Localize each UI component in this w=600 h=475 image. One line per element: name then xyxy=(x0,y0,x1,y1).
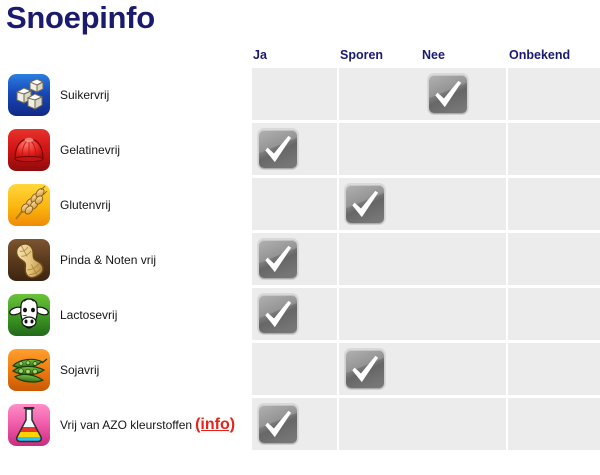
checkmark-icon xyxy=(259,295,297,333)
cell-onbekend[interactable] xyxy=(508,398,600,450)
table-row: Glutenvrij xyxy=(0,178,600,233)
row-label-text: Gelatinevrij xyxy=(60,143,121,157)
table-row: Lactosevrij xyxy=(0,288,600,343)
cell-nee[interactable] xyxy=(421,288,506,340)
cell-onbekend[interactable] xyxy=(508,343,600,395)
cell-ja[interactable] xyxy=(252,123,337,175)
cell-sporen[interactable] xyxy=(339,343,424,395)
table-row: Pinda & Noten vrij xyxy=(0,233,600,288)
row-label-text: Lactosevrij xyxy=(60,308,118,322)
row-label-peanut: Pinda & Noten vrij xyxy=(8,236,156,284)
cell-sporen[interactable] xyxy=(339,123,424,175)
soy-pods-icon xyxy=(8,349,50,391)
row-label-sugar-cubes: Suikervrij xyxy=(8,71,109,119)
checkbox-checked[interactable] xyxy=(257,403,299,445)
matrix-header-row: Ja Sporen Nee Onbekend xyxy=(0,48,600,68)
cell-nee[interactable] xyxy=(421,68,506,120)
peanut-icon xyxy=(8,239,50,281)
cow-head-icon xyxy=(8,294,50,336)
checkmark-icon xyxy=(429,75,467,113)
page-title: Snoepinfo xyxy=(6,0,155,35)
cell-ja[interactable] xyxy=(252,178,337,230)
table-row: Suikervrij xyxy=(0,68,600,123)
cell-sporen[interactable] xyxy=(339,68,424,120)
row-label-text: Suikervrij xyxy=(60,88,110,102)
matrix-rows: Suikervrij xyxy=(0,68,600,453)
checkmark-icon xyxy=(346,350,384,388)
cell-onbekend[interactable] xyxy=(508,178,600,230)
column-header-nee: Nee xyxy=(422,48,445,62)
checkmark-icon xyxy=(259,240,297,278)
allergen-matrix: Ja Sporen Nee Onbekend Suikervrij xyxy=(0,48,600,453)
cell-ja[interactable] xyxy=(252,288,337,340)
cell-ja[interactable] xyxy=(252,398,337,450)
table-row: Sojavrij xyxy=(0,343,600,398)
row-label-gelatin-mold: Gelatinevrij xyxy=(8,126,120,174)
checkbox-checked[interactable] xyxy=(427,73,469,115)
gelatin-mold-icon xyxy=(8,129,50,171)
cell-ja[interactable] xyxy=(252,233,337,285)
cell-sporen[interactable] xyxy=(339,178,424,230)
checkmark-icon xyxy=(346,185,384,223)
cell-nee[interactable] xyxy=(421,398,506,450)
row-label-text: Sojavrij xyxy=(60,363,100,377)
cell-sporen[interactable] xyxy=(339,398,424,450)
row-label-flask: Vrij van AZO kleurstoffen (info) xyxy=(8,401,235,449)
cell-onbekend[interactable] xyxy=(508,123,600,175)
row-label-cow-head: Lactosevrij xyxy=(8,291,117,339)
cell-onbekend[interactable] xyxy=(508,288,600,340)
cell-onbekend[interactable] xyxy=(508,233,600,285)
sugar-cubes-icon xyxy=(8,74,50,116)
checkmark-icon xyxy=(259,130,297,168)
cell-onbekend[interactable] xyxy=(508,68,600,120)
cell-nee[interactable] xyxy=(421,233,506,285)
row-label-text: Vrij van AZO kleurstoffen xyxy=(60,418,193,432)
checkbox-checked[interactable] xyxy=(257,238,299,280)
column-header-ja: Ja xyxy=(253,48,267,62)
cell-sporen[interactable] xyxy=(339,233,424,285)
cell-nee[interactable] xyxy=(421,178,506,230)
column-header-sporen: Sporen xyxy=(340,48,384,62)
wheat-stalk-icon xyxy=(8,184,50,226)
row-label-soy-pods: Sojavrij xyxy=(8,346,99,394)
row-label-text: Glutenvrij xyxy=(60,198,111,212)
table-row: Vrij van AZO kleurstoffen (info) xyxy=(0,398,600,453)
checkbox-checked[interactable] xyxy=(344,348,386,390)
info-link[interactable]: (info) xyxy=(195,416,236,433)
checkbox-checked[interactable] xyxy=(344,183,386,225)
table-row: Gelatinevrij xyxy=(0,123,600,178)
checkbox-checked[interactable] xyxy=(257,128,299,170)
row-label-text: Pinda & Noten vrij xyxy=(60,253,157,267)
cell-ja[interactable] xyxy=(252,68,337,120)
cell-nee[interactable] xyxy=(421,343,506,395)
column-header-onbekend: Onbekend xyxy=(509,48,571,62)
cell-ja[interactable] xyxy=(252,343,337,395)
checkmark-icon xyxy=(259,405,297,443)
checkbox-checked[interactable] xyxy=(257,293,299,335)
cell-sporen[interactable] xyxy=(339,288,424,340)
flask-icon xyxy=(8,404,50,446)
cell-nee[interactable] xyxy=(421,123,506,175)
row-label-wheat-stalk: Glutenvrij xyxy=(8,181,111,229)
